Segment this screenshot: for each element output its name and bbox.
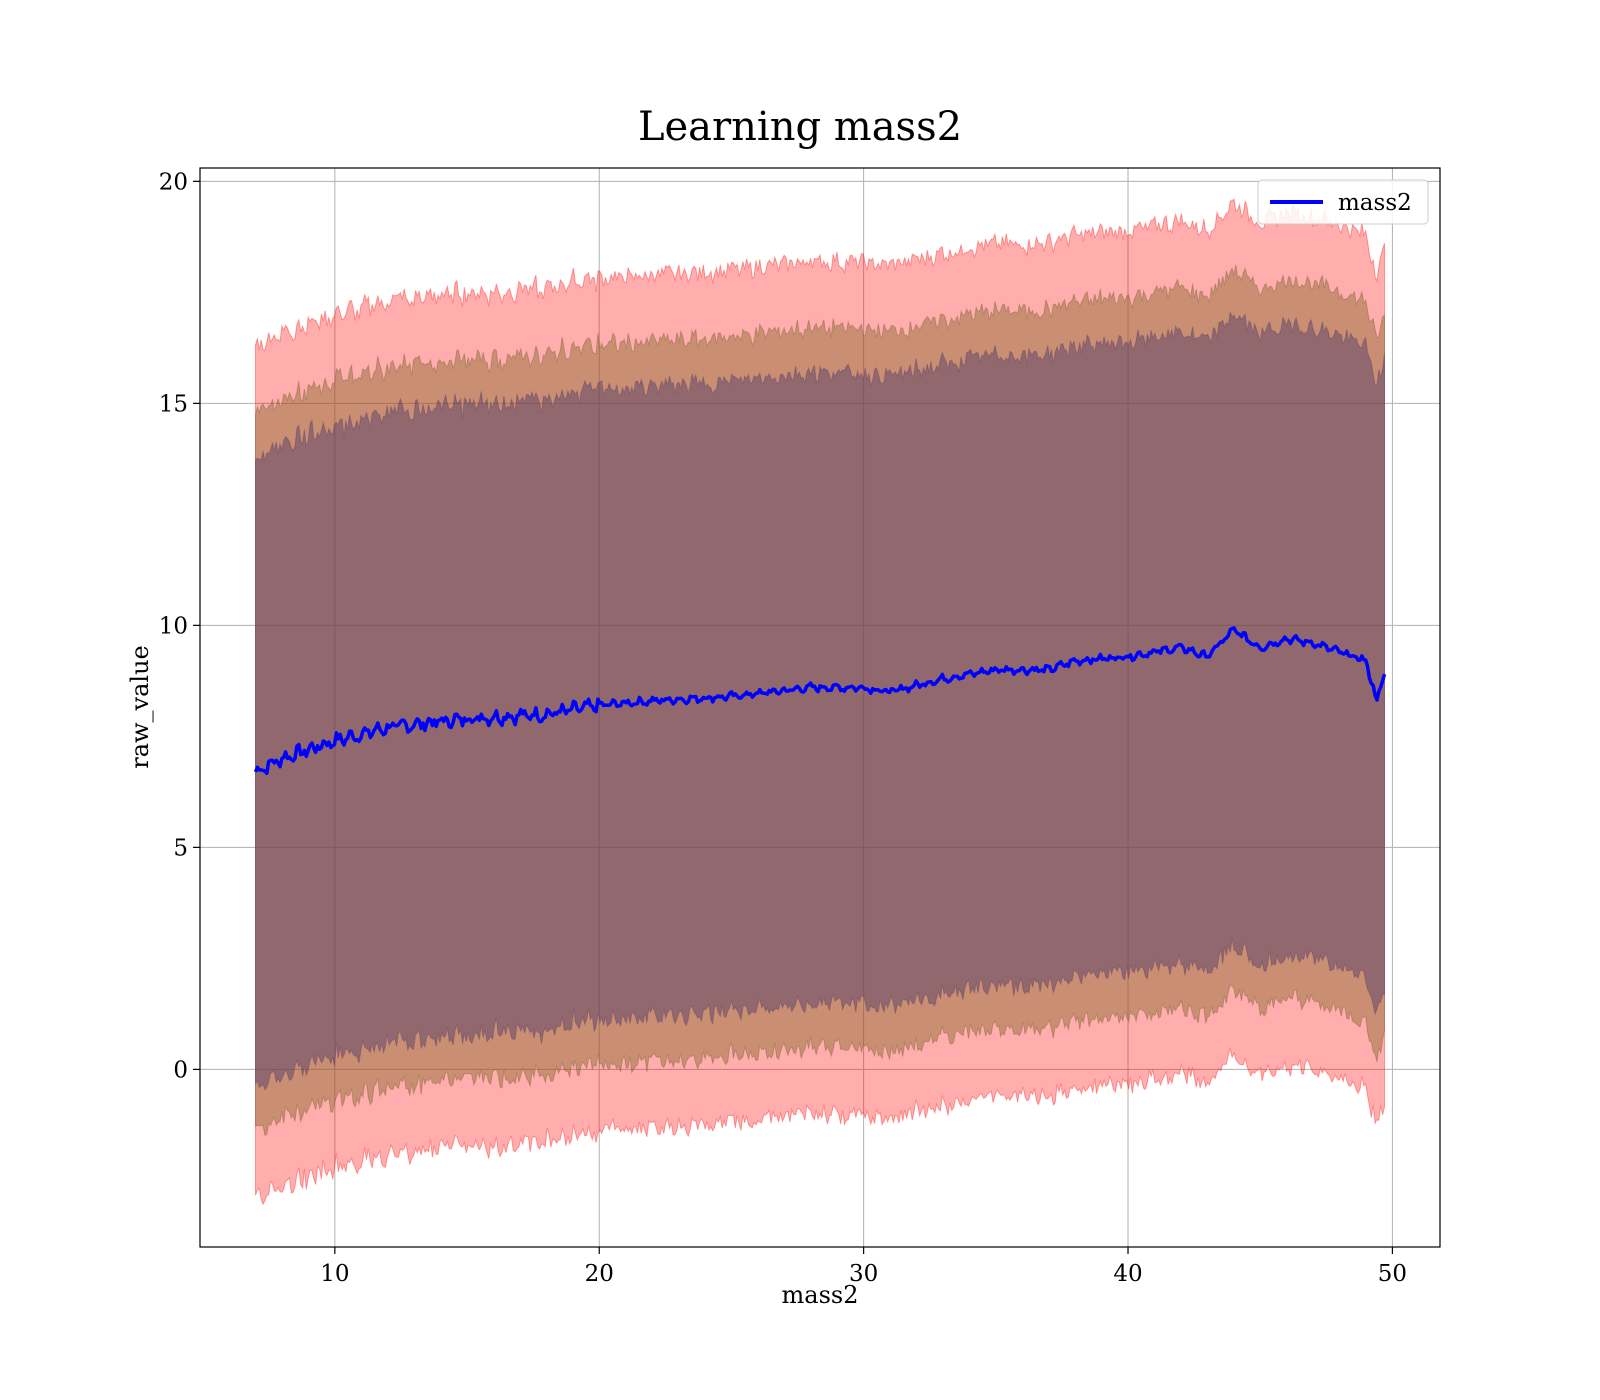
legend: mass2 bbox=[1257, 179, 1429, 225]
axis-ticks: 10 20 30 40 50 0 5 10 15 20 bbox=[159, 169, 1407, 1287]
y-tick-label: 15 bbox=[159, 391, 188, 417]
x-tick-label: 10 bbox=[320, 1261, 349, 1287]
x-tick-label: 30 bbox=[849, 1261, 878, 1287]
x-tick-label: 20 bbox=[585, 1261, 614, 1287]
plot-frame bbox=[199, 167, 1441, 1248]
legend-box bbox=[1257, 179, 1429, 225]
y-axis-label: raw_value bbox=[126, 645, 154, 769]
x-axis-label: mass2 bbox=[782, 1281, 859, 1309]
x-tick-label: 40 bbox=[1113, 1261, 1142, 1287]
y-tick-label: 5 bbox=[173, 835, 188, 861]
x-tick-label: 50 bbox=[1378, 1261, 1407, 1287]
confidence-band-1 bbox=[255, 198, 1385, 1206]
y-tick-label: 10 bbox=[159, 613, 188, 639]
confidence-band-2 bbox=[255, 264, 1385, 1137]
series-line-mass2 bbox=[253, 626, 1387, 776]
y-tick-label: 20 bbox=[159, 169, 188, 195]
y-tick-label: 0 bbox=[173, 1057, 188, 1083]
legend-label: mass2 bbox=[1338, 190, 1412, 216]
series-lines bbox=[253, 626, 1387, 776]
chart-title: Learning mass2 bbox=[638, 104, 962, 150]
confidence-band-3 bbox=[255, 310, 1385, 1091]
confidence-bands bbox=[255, 198, 1385, 1206]
grid bbox=[200, 168, 1440, 1247]
